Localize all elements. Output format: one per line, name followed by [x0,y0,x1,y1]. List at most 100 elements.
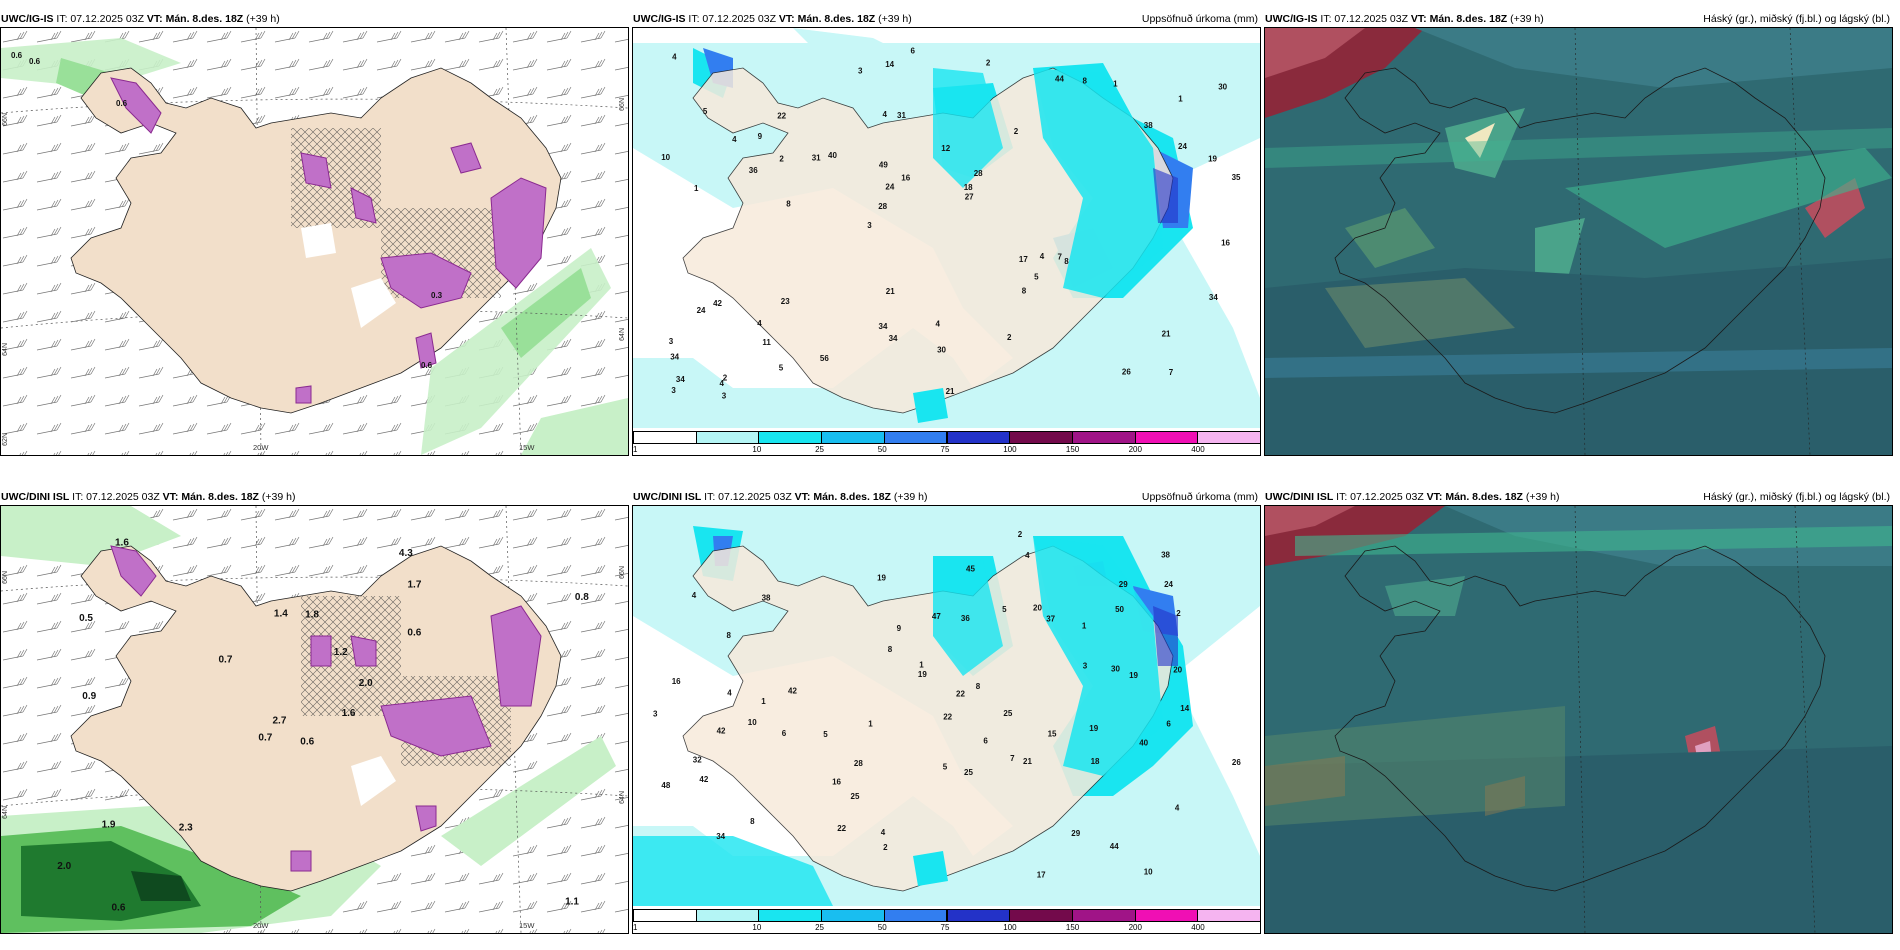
wind-barb-map: 0.6 0.5 2.7 2.0 2.0 2.3 4.3 1.8 1.7 1.6 1.6 1.1 0.9 0… [1,506,628,933]
value-label: 0.6 [29,57,41,66]
precip-value-label: 37 [1046,615,1055,624]
precip-value-label: 10 [661,153,670,162]
precip-values: 7113224124240341131288514351724283424224… [661,47,1241,401]
precip-value-label: 8 [1064,257,1069,266]
lon-label: 20W [253,443,269,452]
precip-value-label: 6 [782,729,787,738]
map-frame[interactable]: 7 1 1 3 2 2 4 12 42 40 34 11 31 28 8 5 14 35 17 24 28 34 24 22 4… [632,27,1261,456]
precip-value-label: 2 [779,154,784,163]
precip-value-label: 21 [886,287,895,296]
cloud-map [1265,28,1892,455]
precip-value-label: 5 [823,730,828,739]
colorbar-swatch [695,431,760,444]
precip-value-label: 1.6 [115,538,129,549]
precip-value-label: 28 [974,169,983,178]
precip-value-label: 2.0 [57,861,71,872]
lat-label: 64N [2,343,9,356]
precip-value-label: 10 [1144,868,1153,877]
precip-value-label: 29 [1071,829,1080,838]
precip-value-label: 25 [1003,709,1012,718]
colorbar-swatch [821,431,885,444]
colorbar: 1 10 25 50 75 100 150 200 400 [633,907,1260,933]
colorbar-swatch [883,431,948,444]
precip-value-label: 4 [727,688,732,697]
precip-value-label: 2.7 [273,716,287,727]
precip-value-label: 34 [879,322,888,331]
precip-value-label: 2 [1018,530,1023,539]
precip-value-label: 34 [676,375,685,384]
precip-value-label: 4 [672,52,677,61]
precip-value-label: 6 [1166,719,1171,728]
precip-value-label: 42 [717,726,726,735]
colorbar-label: 150 [1065,923,1080,932]
precip-value-label: 4 [883,110,888,119]
precip-value-label: 9 [897,624,902,633]
colorbar-swatch [946,431,1011,444]
precip-value-label: 1 [761,697,766,706]
colorbar-label: 200 [1128,445,1142,454]
precip-value-label: 26 [1122,367,1131,376]
map-frame[interactable]: 10 10 7 4 4 8 8 5 1 47 37 44 25 19 25 42 19 22 16 34 38 36 30 2… [632,505,1261,934]
precip-value-label: 1.4 [274,609,288,620]
precip-value-label: 4 [1040,252,1045,261]
precip-value-label: 22 [837,824,846,833]
precip-value-label: 38 [762,593,771,602]
precip-value-label: 34 [716,832,725,841]
precip-value-label: 7 [1169,368,1174,377]
precip-value-label: 32 [693,756,702,765]
precip-value-label: 24 [1164,580,1173,589]
colorbar-label: 75 [940,923,950,932]
value-label: 0.3 [431,291,443,300]
panel-title: UWC/IG-IS IT: 07.12.2025 03Z VT: Mán. 8.… [1,13,280,25]
precip-value-label: 14 [885,60,894,69]
panel-accumulated-precip-dini: UWC/DINI ISL IT: 07.12.2025 03Z VT: Mán.… [632,488,1261,934]
precip-value-label: 1.8 [305,610,319,621]
precip-value-label: 1.7 [408,580,422,591]
colorbar-label: 1 [633,445,638,454]
precip-value-label: 50 [1115,605,1124,614]
precip-value-label: 25 [851,792,860,801]
precip-value-label: 0.8 [575,592,589,603]
colorbar-label: 150 [1065,445,1080,454]
precip-value-label: 8 [1022,287,1027,296]
precip-value-label: 24 [697,306,706,315]
precip-value-label: 3 [653,710,658,719]
map-frame[interactable]: 0.6 0.6 0.6 0.3 0.6 66N 64N 62N 66N 64N … [0,27,629,456]
precip-value-label: 8 [786,199,791,208]
colorbar-swatch [1197,909,1260,922]
precip-value-label: 36 [961,614,970,623]
precip-value-label: 18 [1091,757,1100,766]
precip-value-label: 21 [946,387,955,396]
precip-value-label: 2 [1007,333,1012,342]
lat-label: 64N [619,791,626,804]
map-frame[interactable]: 0.6 0.5 2.7 2.0 2.0 2.3 4.3 1.8 1.7 1.6 1.6 1.1 0.9 0… [0,505,629,934]
colorbar: 1 10 25 50 75 100 150 200 400 [633,429,1260,455]
colorbar-label: 400 [1191,923,1205,932]
precip-value-label: 4 [936,319,941,328]
colorbar-label: 50 [877,445,887,454]
precip-value-label: 1 [919,660,924,669]
precip-value-label: 3 [669,337,674,346]
precip-value-label: 5 [779,363,784,372]
panel-subtitle: Háský (gr.), miðský (fj.bl.) og lágský (… [1703,13,1890,25]
precip-value-label: 22 [943,713,952,722]
precip-value-label: 8 [888,645,893,654]
value-label: 0.6 [116,99,128,108]
precip-value-label: 4.3 [399,548,413,559]
precip-value-label: 21 [1162,330,1171,339]
precip-value-label: 22 [777,111,786,120]
precip-value-label: 1 [1113,80,1118,89]
lat-label: 66N [619,566,626,579]
precip-value-label: 44 [1110,842,1119,851]
precip-value-label: 4 [732,135,737,144]
panel-wind-precip-dini: UWC/DINI ISL IT: 07.12.2025 03Z VT: Mán.… [0,488,629,934]
precip-value-label: 4 [1175,804,1180,813]
precip-value-label: 28 [878,202,887,211]
map-frame[interactable] [1264,27,1893,456]
colorbar-swatch [695,909,760,922]
precip-value-label: 7 [1058,253,1063,262]
map-frame[interactable] [1264,505,1893,934]
precip-value-label: 8 [1083,76,1088,85]
colorbar-label: 400 [1191,445,1205,454]
precip-value-label: 45 [966,564,975,573]
